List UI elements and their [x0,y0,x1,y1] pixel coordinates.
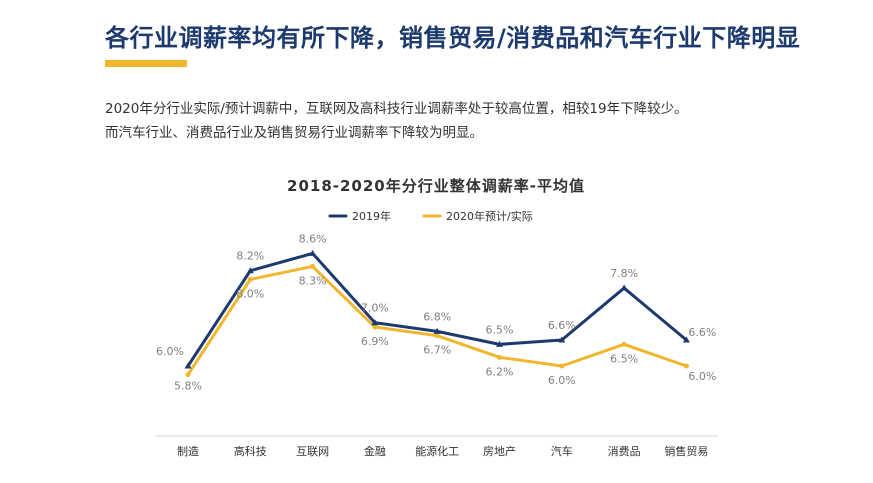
data-point [558,336,566,343]
data-label: 6.2% [486,365,514,378]
data-label: 6.0% [688,370,716,383]
description-line-2: 而汽车行业、消费品行业及销售贸易行业调薪率下降较为明显。 [105,125,483,141]
description-line-1: 2020年分行业实际/预计调薪中，互联网及高科技行业调薪率处于较高位置，相较19… [105,101,688,117]
x-tick-label: 汽车 [551,444,573,458]
data-point [185,372,191,378]
x-tick-label: 消费品 [608,444,641,458]
x-tick-label: 房地产 [483,444,516,458]
data-label: 6.0% [548,374,576,387]
data-label: 8.0% [236,287,264,300]
data-point [559,363,565,369]
x-tick-label: 能源化工 [415,444,459,458]
data-point [309,249,317,256]
data-label: 6.0% [156,345,184,358]
data-point [497,354,502,360]
legend-label-1: 2019年 [352,209,391,223]
data-label: 6.6% [688,326,716,339]
chart-title: 2018-2020年分行业整体调薪率-平均值 [287,177,585,195]
data-label: 6.7% [423,344,451,357]
data-label: 8.2% [236,250,264,263]
data-label: 6.9% [361,335,389,348]
data-label: 5.8% [174,380,202,393]
x-tick-label: 金融 [364,444,386,458]
data-point [496,340,503,347]
data-label: 6.5% [486,323,514,336]
data-point [621,341,627,347]
x-tick-label: 制造 [177,444,199,458]
legend-label-2: 2020年预计/实际 [446,209,533,223]
data-point [682,336,690,343]
data-point [247,276,253,282]
x-tick-label: 高科技 [234,444,267,458]
data-point [184,362,192,369]
data-label: 6.5% [610,352,638,365]
data-point [372,324,378,330]
data-point [683,363,689,369]
x-tick-label: 销售贸易 [664,444,708,458]
data-point [434,333,440,339]
data-label: 8.3% [299,274,327,287]
description: 2020年分行业实际/预计调薪中，互联网及高科技行业调薪率处于较高位置，相较19… [105,97,805,145]
data-point [433,327,441,334]
data-point [620,284,628,291]
data-label: 6.8% [423,310,451,323]
page-headline: 各行业调薪率均有所下降，销售贸易/消费品和汽车行业下降明显 [105,24,801,52]
headline-accent-bar [105,60,187,67]
data-point [371,319,379,326]
data-point [310,263,316,269]
data-label: 8.6% [299,232,327,245]
data-label: 6.6% [548,319,576,332]
data-point [246,267,254,274]
data-label: 7.0% [361,302,389,315]
x-tick-label: 互联网 [296,445,329,458]
data-label: 7.8% [610,267,638,280]
